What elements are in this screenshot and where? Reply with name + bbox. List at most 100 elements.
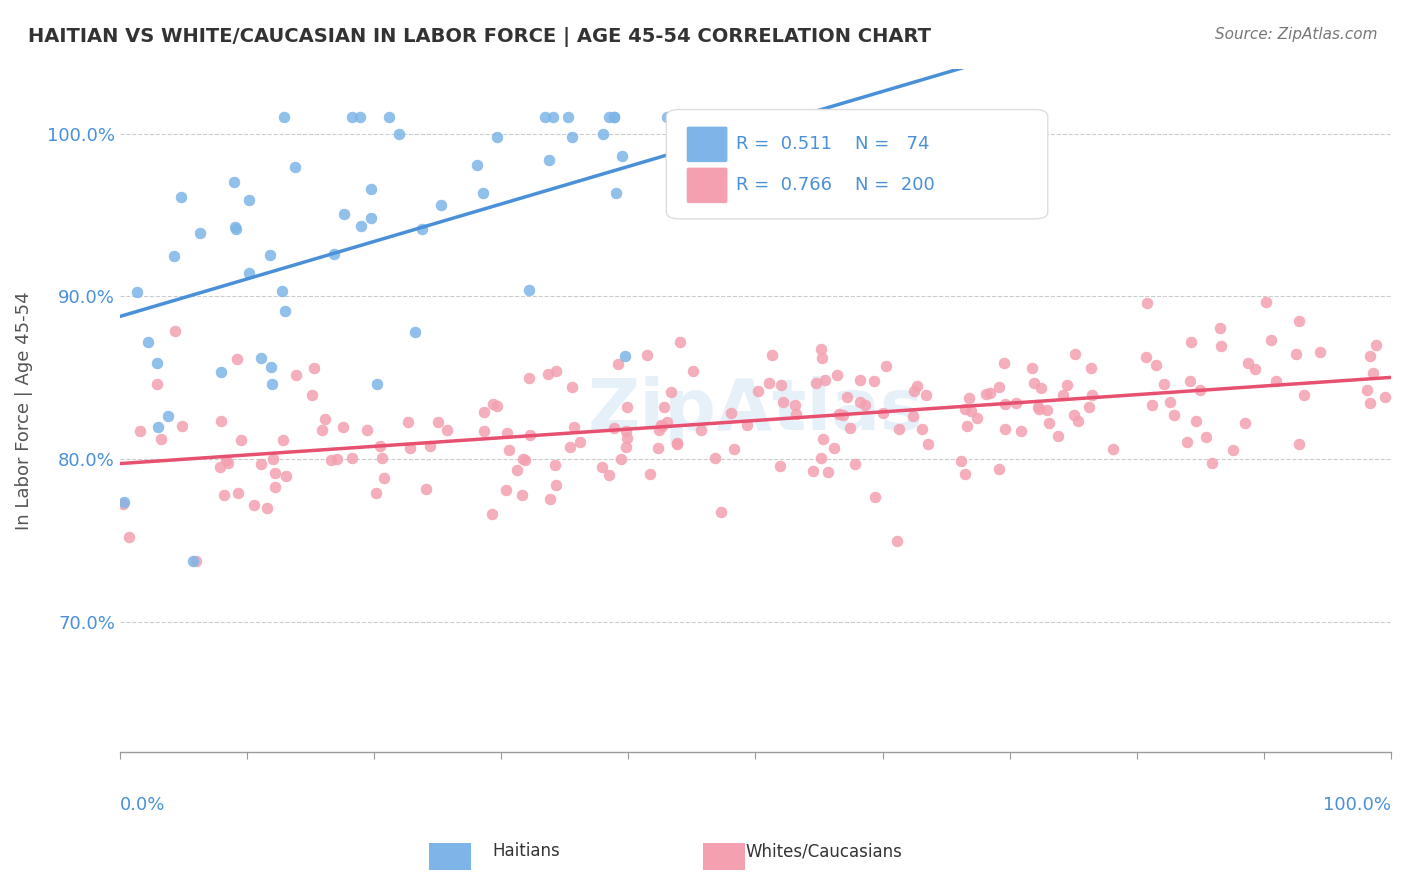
Point	[720, 406, 742, 420]
Point	[557, 111, 579, 125]
Point	[690, 423, 713, 437]
Point	[436, 423, 458, 437]
Point	[723, 442, 745, 456]
Point	[495, 483, 517, 497]
Point	[217, 457, 239, 471]
Point	[956, 419, 979, 434]
Point	[561, 379, 583, 393]
Point	[340, 111, 363, 125]
Point	[1188, 383, 1211, 397]
Point	[838, 420, 860, 434]
Point	[598, 468, 620, 483]
Point	[828, 407, 851, 421]
Point	[1355, 383, 1378, 397]
Point	[190, 226, 212, 240]
Point	[603, 421, 626, 435]
Point	[949, 454, 972, 468]
Point	[1260, 333, 1282, 347]
Point	[860, 111, 883, 125]
Point	[801, 464, 824, 478]
Point	[250, 457, 273, 471]
Point	[326, 452, 349, 467]
Point	[430, 198, 453, 212]
Point	[125, 285, 148, 299]
Point	[659, 385, 682, 400]
Point	[915, 388, 938, 402]
Point	[377, 111, 399, 125]
Point	[886, 533, 908, 548]
Point	[486, 400, 509, 414]
Point	[1209, 321, 1232, 335]
Point	[865, 490, 887, 504]
Point	[652, 401, 675, 415]
Point	[562, 419, 585, 434]
Point	[1140, 398, 1163, 412]
Point	[238, 266, 260, 280]
Point	[512, 452, 534, 467]
Point	[314, 412, 336, 426]
Point	[1175, 435, 1198, 450]
Point	[616, 431, 638, 445]
Point	[1035, 403, 1057, 417]
Point	[703, 451, 725, 466]
Point	[284, 160, 307, 174]
Point	[260, 359, 283, 374]
Point	[901, 409, 924, 423]
Text: Haitians: Haitians	[492, 842, 560, 860]
Point	[465, 157, 488, 171]
Point	[537, 367, 560, 381]
Point	[1163, 409, 1185, 423]
Point	[610, 452, 633, 467]
Point	[332, 420, 354, 434]
Point	[472, 405, 495, 419]
Point	[853, 398, 876, 412]
Point	[538, 491, 561, 506]
Point	[811, 351, 834, 366]
Point	[558, 441, 581, 455]
Point	[966, 411, 988, 425]
Point	[1052, 388, 1074, 402]
Point	[1358, 395, 1381, 409]
Point	[184, 554, 207, 568]
Point	[648, 423, 671, 437]
Point	[1153, 376, 1175, 391]
Point	[1309, 345, 1331, 359]
Point	[668, 335, 690, 350]
Text: HAITIAN VS WHITE/CAUCASIAN IN LABOR FORCE | AGE 45-54 CORRELATION CHART: HAITIAN VS WHITE/CAUCASIAN IN LABOR FORC…	[28, 27, 931, 46]
Point	[1294, 387, 1316, 401]
Point	[1026, 401, 1049, 415]
Point	[560, 129, 582, 144]
Point	[1101, 442, 1123, 456]
Point	[404, 325, 426, 339]
Point	[276, 468, 298, 483]
Point	[368, 440, 391, 454]
Point	[1285, 346, 1308, 360]
Point	[955, 467, 977, 482]
Point	[1209, 339, 1232, 353]
Point	[616, 400, 638, 414]
Point	[1288, 436, 1310, 450]
Point	[824, 441, 846, 455]
Point	[1078, 401, 1101, 415]
Point	[1046, 428, 1069, 442]
Point	[614, 424, 637, 438]
Point	[162, 249, 184, 263]
Point	[149, 432, 172, 446]
Point	[747, 384, 769, 398]
Point	[224, 219, 246, 234]
Point	[607, 357, 630, 371]
Point	[1063, 408, 1085, 422]
Point	[224, 176, 246, 190]
Point	[264, 480, 287, 494]
Point	[893, 111, 915, 125]
Point	[340, 450, 363, 465]
Point	[804, 376, 827, 390]
Point	[1029, 381, 1052, 395]
Point	[146, 376, 169, 391]
Point	[769, 459, 792, 474]
Point	[546, 477, 568, 491]
Y-axis label: In Labor Force | Age 45-54: In Labor Force | Age 45-54	[15, 291, 32, 530]
Point	[782, 111, 804, 125]
Point	[1081, 388, 1104, 402]
Point	[758, 376, 780, 390]
